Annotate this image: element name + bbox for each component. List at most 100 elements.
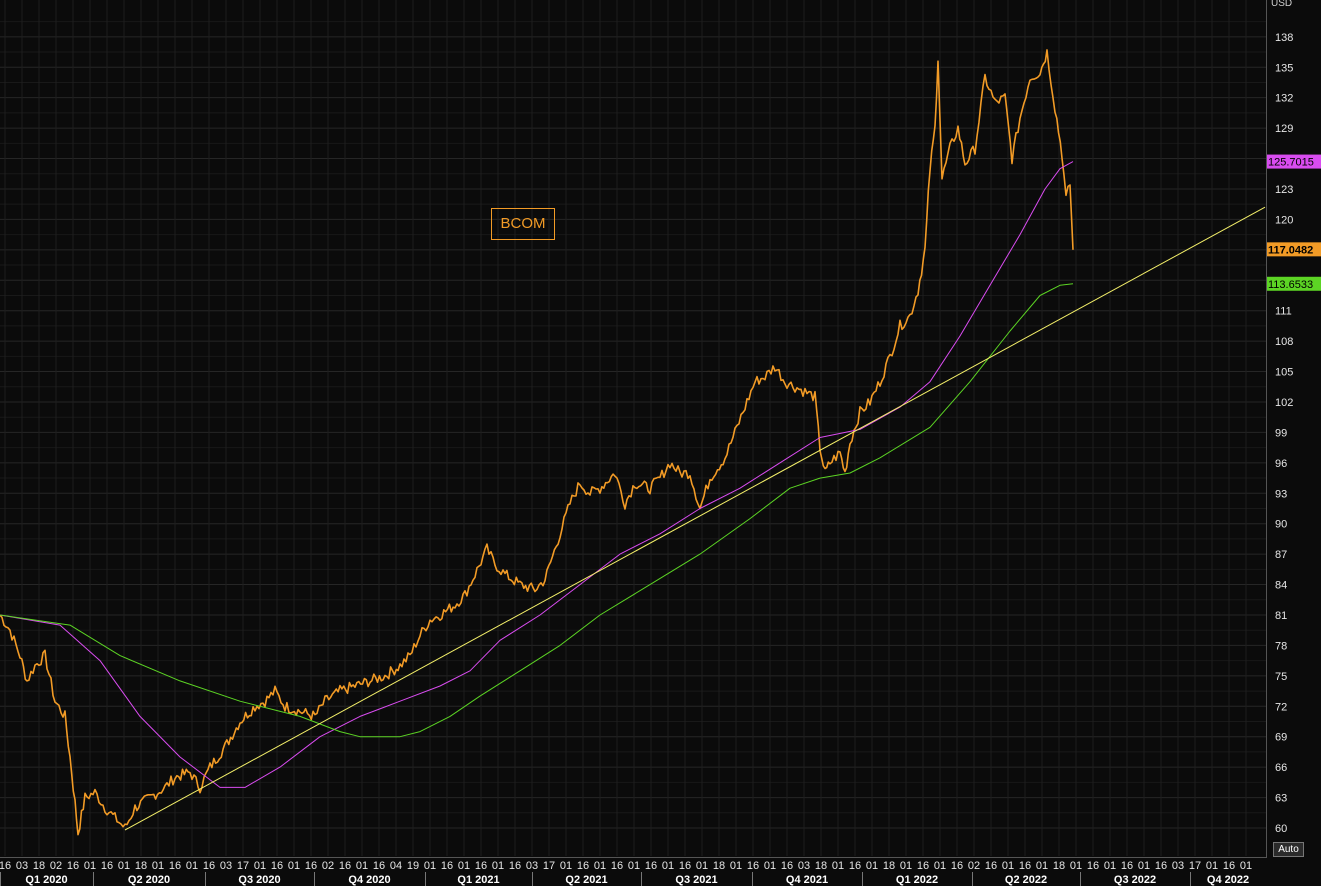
y-tick-label: 69 bbox=[1275, 732, 1287, 744]
last-value-marker bbox=[1267, 276, 1321, 291]
x-tick-label: 16 bbox=[101, 860, 113, 872]
x-tick-label: 03 bbox=[16, 860, 28, 872]
quarter-label: Q4 2021 bbox=[786, 874, 828, 886]
last-value-label: 113.6533 bbox=[1268, 279, 1313, 291]
x-tick-label: 01 bbox=[84, 860, 96, 872]
gridlines bbox=[0, 0, 1267, 858]
x-tick-label: 01 bbox=[288, 860, 300, 872]
x-tick-label: 01 bbox=[662, 860, 674, 872]
quarter-label: Q2 2021 bbox=[565, 874, 607, 886]
y-tick-label: 111 bbox=[1275, 306, 1292, 318]
last-value-marker bbox=[1267, 242, 1321, 257]
x-tick-label: 16 bbox=[679, 860, 691, 872]
x-tick-label: 01 bbox=[458, 860, 470, 872]
x-tick-label: 18 bbox=[135, 860, 147, 872]
x-tick-label: 18 bbox=[815, 860, 827, 872]
quarter-label: Q1 2020 bbox=[25, 874, 67, 886]
x-tick-label: 16 bbox=[271, 860, 283, 872]
x-tick-label: 16 bbox=[0, 860, 11, 872]
quarter-label: Q2 2020 bbox=[128, 874, 170, 886]
x-tick-label: 16 bbox=[747, 860, 759, 872]
x-tick-label: 16 bbox=[985, 860, 997, 872]
trendline bbox=[124, 206, 1266, 831]
x-tick-label: 01 bbox=[1138, 860, 1150, 872]
x-tick-label: 16 bbox=[577, 860, 589, 872]
x-tick-label: 16 bbox=[951, 860, 963, 872]
x-tick-label: 16 bbox=[203, 860, 215, 872]
x-tick-label: 16 bbox=[1121, 860, 1133, 872]
x-tick-label: 01 bbox=[1036, 860, 1048, 872]
x-tick-label: 16 bbox=[1155, 860, 1167, 872]
x-tick-label: 01 bbox=[866, 860, 878, 872]
x-tick-label: 01 bbox=[1104, 860, 1116, 872]
x-tick-label: 18 bbox=[33, 860, 45, 872]
unit-label: USD bbox=[1271, 0, 1292, 9]
x-tick-label: 17 bbox=[237, 860, 249, 872]
last-value-label: 117.0482 bbox=[1268, 244, 1313, 256]
x-tick-label: 16 bbox=[1019, 860, 1031, 872]
x-tick-label: 16 bbox=[1087, 860, 1099, 872]
y-tick-label: 60 bbox=[1275, 823, 1287, 835]
y-tick-label: 66 bbox=[1275, 762, 1287, 774]
x-axis: 16 03 18 02 16 01 16 01 18 01 16 01 16 03 17 01 16 01 16 02… bbox=[0, 860, 1252, 886]
x-tick-label: 16 bbox=[475, 860, 487, 872]
x-tick-label: 01 bbox=[1206, 860, 1218, 872]
x-tick-label: 16 bbox=[441, 860, 453, 872]
x-tick-label: 01 bbox=[424, 860, 436, 872]
x-tick-label: 16 bbox=[1223, 860, 1235, 872]
quarter-label: Q4 2020 bbox=[348, 874, 390, 886]
y-tick-label: 84 bbox=[1275, 580, 1287, 592]
x-tick-label: 01 bbox=[934, 860, 946, 872]
x-tick-label: 01 bbox=[1002, 860, 1014, 872]
x-tick-label: 03 bbox=[220, 860, 232, 872]
x-tick-label: 01 bbox=[900, 860, 912, 872]
x-tick-label: 19 bbox=[407, 860, 419, 872]
quarter-label: Q2 2022 bbox=[1005, 874, 1047, 886]
x-tick-label: 02 bbox=[968, 860, 980, 872]
auto-scale-button[interactable]: Auto bbox=[1273, 842, 1304, 857]
x-tick-label: 01 bbox=[118, 860, 130, 872]
x-tick-label: 01 bbox=[254, 860, 266, 872]
y-tick-label: 138 bbox=[1275, 32, 1293, 44]
ticker-label: BCOM bbox=[491, 208, 555, 240]
x-tick-label: 18 bbox=[713, 860, 725, 872]
x-tick-label: 03 bbox=[798, 860, 810, 872]
y-tick-label: 75 bbox=[1275, 671, 1287, 683]
y-axis: 60 63 66 69 72 75 78 81 84 87 90 93 96 99 102 105 108 111… bbox=[1267, 32, 1321, 835]
x-tick-label: 16 bbox=[645, 860, 657, 872]
quarter-label: Q1 2021 bbox=[457, 874, 499, 886]
x-tick-label: 01 bbox=[594, 860, 606, 872]
x-tick-label: 16 bbox=[373, 860, 385, 872]
x-tick-label: 02 bbox=[322, 860, 334, 872]
x-tick-label: 04 bbox=[390, 860, 402, 872]
x-tick-label: 16 bbox=[169, 860, 181, 872]
x-tick-label: 16 bbox=[611, 860, 623, 872]
x-tick-label: 01 bbox=[356, 860, 368, 872]
price-series-line bbox=[0, 49, 1074, 836]
last-value-marker bbox=[1267, 154, 1321, 169]
quarter-label: Q4 2022 bbox=[1207, 874, 1249, 886]
x-tick-label: 17 bbox=[543, 860, 555, 872]
x-tick-label: 01 bbox=[764, 860, 776, 872]
x-tick-label: 18 bbox=[883, 860, 895, 872]
x-tick-label: 03 bbox=[1172, 860, 1184, 872]
x-tick-label: 01 bbox=[696, 860, 708, 872]
x-tick-label: 18 bbox=[1053, 860, 1065, 872]
moving-average-line bbox=[0, 161, 1074, 788]
x-tick-label: 01 bbox=[730, 860, 742, 872]
x-tick-label: 02 bbox=[50, 860, 62, 872]
y-tick-label: 135 bbox=[1275, 62, 1293, 74]
x-tick-label: 01 bbox=[832, 860, 844, 872]
y-tick-label: 78 bbox=[1275, 640, 1287, 652]
x-tick-label: 01 bbox=[560, 860, 572, 872]
y-tick-label: 87 bbox=[1275, 549, 1287, 561]
y-tick-label: 105 bbox=[1275, 367, 1293, 379]
x-tick-label: 16 bbox=[67, 860, 79, 872]
y-tick-label: 129 bbox=[1275, 123, 1293, 135]
x-tick-label: 01 bbox=[628, 860, 640, 872]
quarter-label: Q3 2020 bbox=[238, 874, 280, 886]
y-tick-label: 90 bbox=[1275, 519, 1287, 531]
moving-average-line bbox=[0, 283, 1074, 738]
